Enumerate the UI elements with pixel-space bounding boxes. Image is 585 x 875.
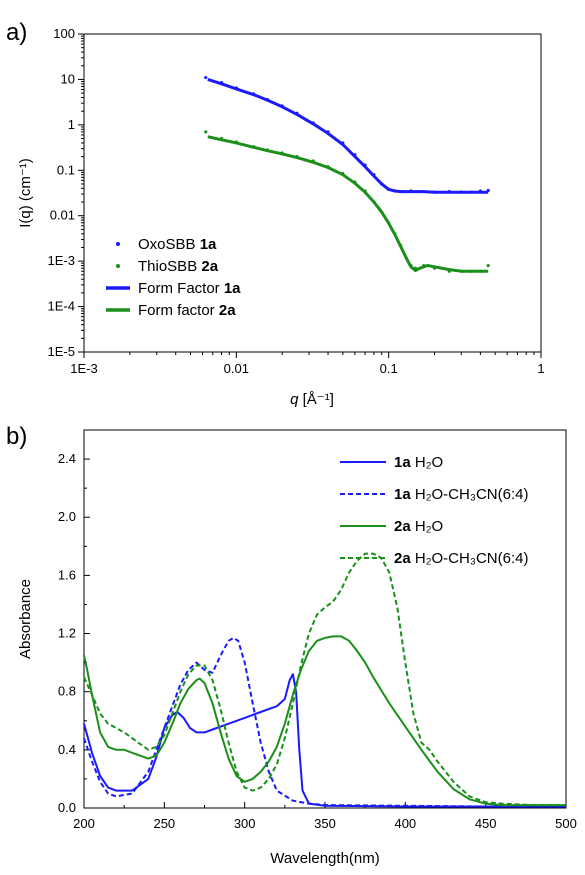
saxs-legend-compound: 2a xyxy=(219,302,236,319)
saxs-y-tick-label: 10 xyxy=(61,71,75,86)
uv-legend-label: 1a H₂O xyxy=(394,454,443,471)
uv-series-line-2 xyxy=(84,636,566,805)
uv-y-tick-label: 0.4 xyxy=(58,742,76,757)
uv-legend-text: H₂O-CH₃CN(6:4) xyxy=(411,486,529,503)
uv-legend-compound: 2a xyxy=(394,518,411,535)
saxs-legend-compound: 1a xyxy=(200,236,217,253)
uv-legend-text: H₂O xyxy=(411,454,444,471)
panel-label-b: b) xyxy=(6,423,27,450)
uv-y-tick-label: 2.0 xyxy=(58,509,76,524)
saxs-x-tick-label: 1E-3 xyxy=(70,361,97,376)
uv-legend-text: H₂O-CH₃CN(6:4) xyxy=(411,550,529,567)
saxs-points-1 xyxy=(204,130,490,273)
saxs-legend-compound: 2a xyxy=(201,258,218,275)
saxs-point xyxy=(204,76,207,79)
saxs-legend-marker xyxy=(116,264,120,268)
uv-y-tick-label: 1.6 xyxy=(58,567,76,582)
saxs-legend-text: Form factor xyxy=(138,302,219,319)
uv-legend-compound: 1a xyxy=(394,486,411,503)
saxs-x-tick-label: 0.01 xyxy=(224,361,249,376)
uv-legend-label: 1a H₂O-CH₃CN(6:4) xyxy=(394,486,528,503)
saxs-legend: OxoSBB 1a ThioSBB 2a Form Factor 1a Form fa… xyxy=(106,236,241,319)
saxs-x-tick-label: 1 xyxy=(537,361,544,376)
uv-y-tick-label: 0.8 xyxy=(58,684,76,699)
saxs-fit-line-3 xyxy=(208,137,488,272)
saxs-legend-compound: 1a xyxy=(224,280,241,297)
uv-x-tick-label: 200 xyxy=(73,816,95,831)
uv-x-tick-label: 350 xyxy=(314,816,336,831)
uv-x-axis-label: Wavelength(nm) xyxy=(270,850,379,867)
saxs-ticks: 1E-3 0.01 0.1 1 1E-5 1E-4 1E-3 0.01 0.1 1 10 100 xyxy=(48,26,545,376)
uv-legend-compound: 2a xyxy=(394,550,411,567)
uv-y-axis-label: Absorbance xyxy=(17,579,34,659)
saxs-legend-label: OxoSBB 1a xyxy=(138,236,217,253)
saxs-point xyxy=(204,130,207,133)
uv-legend-compound: 1a xyxy=(394,454,411,471)
saxs-legend-label: Form Factor 1a xyxy=(138,280,241,297)
saxs-y-tick-label: 100 xyxy=(53,26,75,41)
saxs-legend-label: ThioSBB 2a xyxy=(138,258,219,275)
uv-x-tick-label: 300 xyxy=(234,816,256,831)
uv-y-tick-label: 2.4 xyxy=(58,451,76,466)
uv-series xyxy=(84,554,566,807)
uv-legend-label: 2a H₂O-CH₃CN(6:4) xyxy=(394,550,528,567)
uv-series-line-0 xyxy=(84,674,566,806)
uv-series-line-3 xyxy=(84,554,566,806)
saxs-y-tick-label: 0.01 xyxy=(50,208,75,223)
uv-x-tick-label: 400 xyxy=(394,816,416,831)
saxs-series xyxy=(204,76,490,273)
saxs-y-tick-label: 0.1 xyxy=(57,162,75,177)
uv-y-tick-label: 1.2 xyxy=(58,626,76,641)
saxs-y-tick-label: 1E-4 xyxy=(48,299,75,314)
saxs-legend-text: OxoSBB xyxy=(138,236,200,253)
saxs-fit-line-2 xyxy=(208,79,488,192)
saxs-legend-label: Form factor 2a xyxy=(138,302,236,319)
saxs-y-tick-label: 1E-5 xyxy=(48,344,75,359)
saxs-y-axis-label: I(q) (cm⁻¹) xyxy=(17,158,34,228)
uv-x-tick-label: 450 xyxy=(475,816,497,831)
saxs-panel: a) 1E-3 0.01 0.1 1 1E-5 1E-4 1E-3 0.01 0.1 1 10 100… xyxy=(6,19,545,408)
panel-label-a: a) xyxy=(6,19,27,46)
saxs-y-tick-label: 1 xyxy=(68,117,75,132)
saxs-x-tick-label: 0.1 xyxy=(380,361,398,376)
uv-x-tick-label: 250 xyxy=(153,816,175,831)
saxs-x-axis-label: q [Å⁻¹] xyxy=(290,391,334,408)
saxs-legend-text: ThioSBB xyxy=(138,258,201,275)
saxs-legend-marker xyxy=(116,242,120,246)
saxs-y-tick-label: 1E-3 xyxy=(48,253,75,268)
uv-panel: b) 200 250 300 350 400 450 500 0.0 0.4 0.8 1.2 1.6 2… xyxy=(6,423,577,867)
saxs-point xyxy=(487,264,490,267)
saxs-x-axis-label-unit: [Å⁻¹] xyxy=(298,391,333,408)
uv-series-line-1 xyxy=(84,638,566,807)
uv-legend-text: H₂O xyxy=(411,518,444,535)
saxs-legend-text: Form Factor xyxy=(138,280,224,297)
uv-x-tick-label: 500 xyxy=(555,816,577,831)
uv-legend-label: 2a H₂O xyxy=(394,518,443,535)
uv-y-tick-label: 0.0 xyxy=(58,800,76,815)
